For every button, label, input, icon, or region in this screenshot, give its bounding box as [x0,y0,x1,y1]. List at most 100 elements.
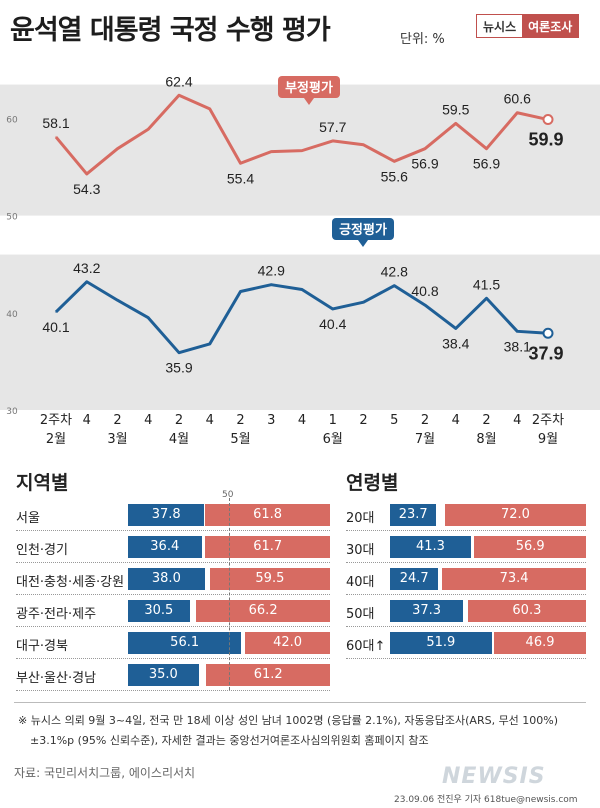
x-tick-label: 2 [482,413,490,428]
positive-bar: 24.7 [390,568,439,590]
x-tick-label: 2 [236,413,244,428]
source-label: 자료: 국민리서치그룹, 에이스리서치 [14,766,196,780]
credit-line: 23.09.06 전진우 기자 618tue@newsis.com [394,795,578,805]
band-middle [0,215,600,255]
legend-tag-pointer [358,240,368,247]
data-label: 35.9 [165,360,192,376]
brand-badge: 뉴시스 여론조사 [476,14,580,38]
month-label: 5월 [230,432,250,447]
row-label: 30대 [346,543,375,558]
data-label: 60.6 [504,91,531,107]
month-label: 6월 [323,432,343,447]
positive-bar: 30.5 [128,600,190,622]
legend-tag-1 [332,218,394,240]
x-tick-label: 4 [452,413,460,428]
legend-tag-label: 긍정평가 [339,222,387,238]
x-tick-label: 1 [329,413,337,428]
y-tick-label: 40 [6,310,18,320]
row-divider [346,594,586,595]
age-section-title: 연령별 [346,472,399,494]
footer-divider [14,702,586,703]
row-label: 대전·충청·세종·강원 [16,575,125,590]
row-divider [16,594,330,595]
data-label: 42.8 [381,264,408,280]
x-tick-label: 4 [83,413,91,428]
row-divider [346,658,586,659]
y-tick-label: 50 [6,213,18,223]
data-label: 40.4 [319,316,346,332]
data-label: 43.2 [73,260,100,276]
data-label: 37.9 [528,343,563,363]
brand-section: 여론조사 [522,15,579,37]
row-label: 20대 [346,511,375,526]
brand-name: 뉴시스 [477,15,523,37]
x-tick-label: 4 [298,413,306,428]
positive-bar: 35.0 [128,664,199,686]
data-point [542,114,554,126]
row-label: 인천·경기 [16,543,68,558]
row-divider [346,530,586,531]
data-label: 59.9 [528,130,563,150]
row-divider [346,626,586,627]
row-divider [16,626,330,627]
negative-bar: 60.3 [467,600,586,622]
row-label: 40대 [346,575,375,590]
footnote-line-2: ±3.1%p (95% 신뢰수준), 자세한 결과는 중앙선거여론조사심의위원회… [30,734,429,747]
x-tick-label: 3 [267,413,275,428]
positive-bar: 51.9 [390,632,492,654]
data-label: 55.6 [381,168,408,184]
negative-bar: 61.7 [205,536,330,558]
x-tick-label: 2 [113,413,121,428]
data-label: 62.4 [165,73,192,89]
x-tick-label: 2주차 [40,413,72,428]
positive-bar: 56.1 [128,632,242,654]
data-point [542,327,554,339]
data-label: 40.8 [411,283,438,299]
row-label: 부산·울산·경남 [16,671,97,686]
data-label: 57.7 [319,119,346,135]
x-tick-label: 5 [390,413,398,428]
negative-bar: 42.0 [245,632,330,654]
negative-bar: 73.4 [442,568,586,590]
unit-label: 단위: % [400,32,445,47]
data-label: 58.1 [42,115,69,131]
data-label: 59.5 [442,101,469,117]
month-label: 9월 [538,432,558,447]
legend-tag-label: 부정평가 [285,80,333,96]
negative-bar: 56.9 [474,536,586,558]
positive-bar: 41.3 [390,536,471,558]
data-label: 55.4 [227,170,254,186]
positive-bar: 37.3 [390,600,464,622]
y-tick-label: 60 [6,116,18,126]
row-label: 대구·경북 [16,639,68,654]
page-title: 윤석열 대통령 국정 수행 평가 [10,15,331,46]
data-label: 42.9 [258,263,285,279]
row-divider [16,658,330,659]
negative-bar: 46.9 [494,632,586,654]
data-label: 38.1 [504,338,531,354]
row-label: 50대 [346,607,375,622]
x-tick-label: 2주차 [532,413,564,428]
positive-bar: 36.4 [128,536,202,558]
month-label: 7월 [415,432,435,447]
x-tick-label: 2 [175,413,183,428]
data-label: 41.5 [473,276,500,292]
positive-bar: 38.0 [128,568,205,590]
row-divider [16,690,330,691]
footnote-line-1: ※ 뉴시스 의뢰 9월 3~4일, 전국 만 18세 이상 성인 남녀 1002… [18,714,559,727]
negative-bar: 59.5 [209,568,330,590]
newsis-watermark: NEWSIS [442,764,546,789]
data-label: 40.1 [42,319,69,335]
negative-bar: 61.8 [205,504,330,526]
row-label: 광주·전라·제주 [16,607,97,622]
x-tick-label: 2 [359,413,367,428]
data-label: 54.3 [73,181,100,197]
data-label: 56.9 [411,156,438,172]
month-label: 3월 [107,432,127,447]
negative-bar: 72.0 [444,504,586,526]
legend-tag-0 [278,76,340,98]
x-tick-label: 4 [206,413,214,428]
row-label: 60대↑ [346,639,386,654]
month-label: 2월 [46,432,66,447]
